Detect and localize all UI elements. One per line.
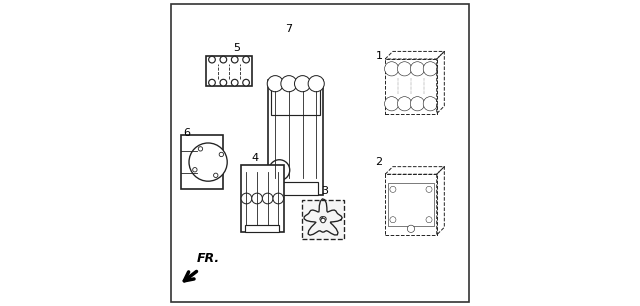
- Bar: [206, 56, 252, 86]
- Circle shape: [410, 62, 424, 76]
- Circle shape: [232, 79, 238, 86]
- Circle shape: [219, 152, 223, 157]
- Circle shape: [294, 76, 310, 92]
- Circle shape: [193, 168, 197, 172]
- Text: 6: 6: [183, 128, 190, 138]
- Circle shape: [426, 217, 432, 223]
- Text: FR.: FR.: [197, 252, 220, 265]
- Bar: [302, 200, 344, 239]
- Circle shape: [321, 218, 325, 223]
- Circle shape: [220, 79, 227, 86]
- Bar: [180, 135, 223, 189]
- Circle shape: [397, 62, 412, 76]
- Circle shape: [281, 76, 297, 92]
- Circle shape: [243, 56, 250, 63]
- Text: 5: 5: [233, 43, 240, 53]
- Text: 1: 1: [376, 51, 383, 61]
- Circle shape: [243, 79, 250, 86]
- Bar: [385, 174, 436, 235]
- Circle shape: [385, 97, 399, 111]
- Text: 3: 3: [321, 186, 328, 196]
- Circle shape: [273, 193, 284, 204]
- Circle shape: [262, 193, 273, 204]
- Circle shape: [390, 217, 396, 223]
- Circle shape: [385, 62, 399, 76]
- Bar: [388, 183, 434, 226]
- Text: 7: 7: [285, 24, 292, 34]
- Circle shape: [189, 143, 227, 181]
- Circle shape: [214, 173, 218, 177]
- Circle shape: [232, 56, 238, 63]
- Circle shape: [241, 193, 252, 204]
- Circle shape: [220, 56, 227, 63]
- Bar: [274, 182, 317, 196]
- Circle shape: [423, 97, 437, 111]
- Bar: [245, 225, 280, 232]
- Text: 2: 2: [376, 157, 383, 167]
- Circle shape: [397, 97, 412, 111]
- Bar: [271, 87, 320, 115]
- Circle shape: [269, 160, 290, 181]
- Bar: [241, 165, 284, 232]
- Circle shape: [426, 186, 432, 192]
- Circle shape: [322, 217, 326, 221]
- Circle shape: [252, 193, 262, 204]
- Text: 4: 4: [252, 153, 259, 162]
- Circle shape: [209, 79, 215, 86]
- Circle shape: [423, 62, 437, 76]
- Bar: [268, 80, 323, 196]
- Circle shape: [410, 97, 424, 111]
- Circle shape: [320, 217, 324, 221]
- Bar: [385, 59, 436, 114]
- Circle shape: [308, 76, 324, 92]
- Circle shape: [198, 147, 203, 151]
- Circle shape: [268, 76, 284, 92]
- Circle shape: [209, 56, 215, 63]
- Circle shape: [390, 186, 396, 192]
- Circle shape: [407, 225, 415, 233]
